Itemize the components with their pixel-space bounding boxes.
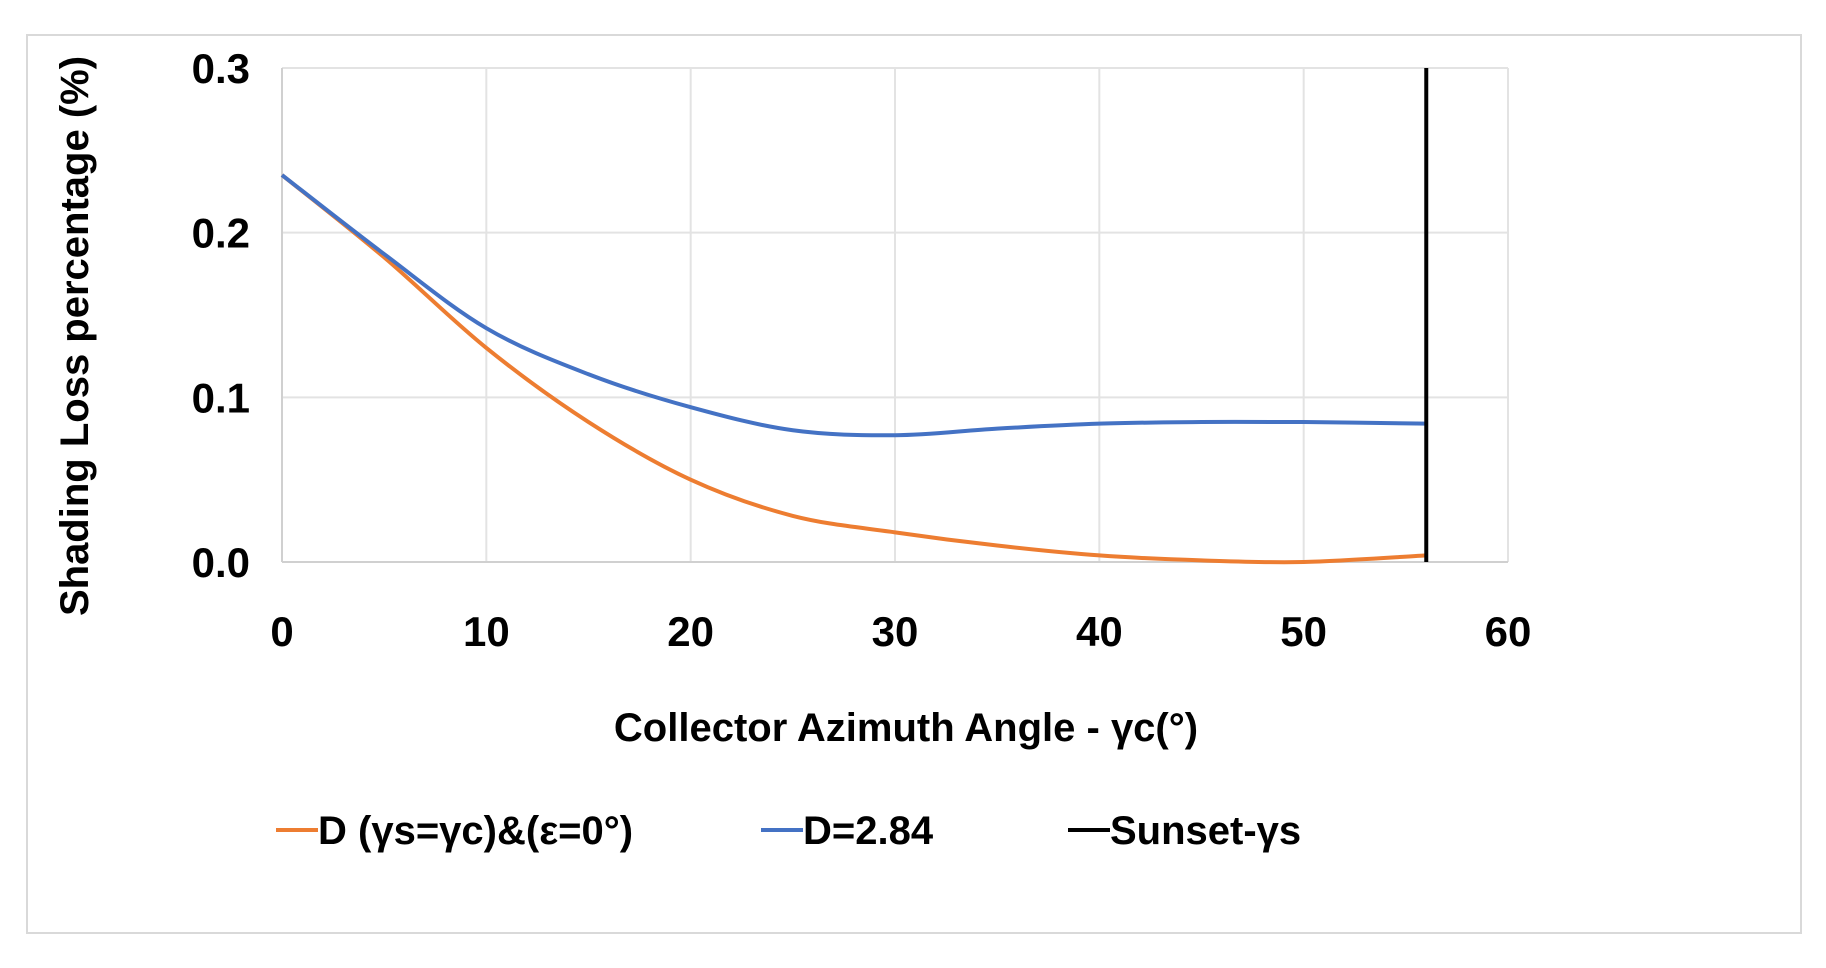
line-chart: 0 10 20 30 40 50 60 0.0 0.1 0.2 0.3 Collector Azim…: [53, 45, 1532, 853]
y-tick-label: 0.3: [192, 45, 250, 92]
y-tick-label: 0.1: [192, 374, 250, 421]
x-tick-label: 40: [1076, 608, 1123, 655]
y-tick-label: 0.2: [192, 210, 250, 257]
x-tick-label: 50: [1280, 608, 1327, 655]
legend: D (γs=γc)&(ε=0°) D=2.84 Sunset-γs: [276, 809, 1301, 853]
legend-label-d-zero: D (γs=γc)&(ε=0°): [318, 809, 633, 853]
x-tick-label: 20: [667, 608, 714, 655]
series-line-d-284: [280, 173, 1427, 438]
legend-label-d-284: D=2.84: [803, 809, 934, 853]
x-tick-label: 30: [872, 608, 919, 655]
x-tick-label: 10: [463, 608, 510, 655]
series-lines: [280, 68, 1429, 565]
tick-labels: 0 10 20 30 40 50 60 0.0 0.1 0.2 0.3: [192, 45, 1532, 655]
x-tick-label: 0: [270, 608, 293, 655]
x-axis-title: Collector Azimuth Angle - γc(°): [614, 706, 1198, 750]
y-axis-title: Shading Loss percentage (%): [53, 56, 97, 616]
legend-label-sunset: Sunset-γs: [1110, 809, 1301, 853]
chart-frame: 0 10 20 30 40 50 60 0.0 0.1 0.2 0.3 Collector Azim…: [26, 34, 1802, 934]
y-tick-label: 0.0: [192, 539, 250, 586]
gridlines: [282, 67, 1509, 562]
x-tick-label: 60: [1485, 608, 1532, 655]
series-line-d-zero: [280, 173, 1427, 565]
